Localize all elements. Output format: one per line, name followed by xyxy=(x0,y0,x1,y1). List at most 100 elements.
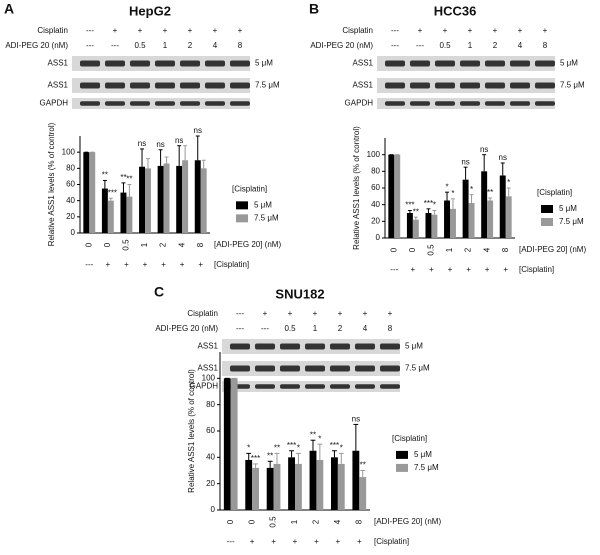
significance: ** xyxy=(487,188,493,197)
significance: * xyxy=(247,443,250,452)
band xyxy=(535,82,555,89)
band xyxy=(305,343,325,350)
x-tick-label: 4 xyxy=(482,247,491,252)
band xyxy=(305,365,325,372)
lane-cisplatin: --- xyxy=(86,26,94,35)
band xyxy=(330,365,350,372)
lane-cisplatin: + xyxy=(543,26,548,35)
significance: ** xyxy=(267,451,273,460)
bar xyxy=(200,168,207,233)
bar xyxy=(139,166,145,233)
row-label: Cisplatin xyxy=(187,309,218,318)
row-label: Cisplatin xyxy=(37,26,68,35)
band xyxy=(485,101,505,106)
lane-adi: 0.5 xyxy=(284,324,296,333)
chart-title: HCC36 xyxy=(434,3,477,18)
band xyxy=(105,60,125,67)
x-tick-label: 1 xyxy=(445,247,454,252)
legend-swatch xyxy=(396,463,408,472)
x-tick-label: 0.5 xyxy=(427,244,436,256)
lane-adi: --- xyxy=(86,41,94,50)
y-tick-label: 100 xyxy=(202,373,216,382)
y-axis-label: Relative ASS1 levels (% of control) xyxy=(47,122,56,246)
cisplatin-label: + xyxy=(143,260,148,269)
significance: ** xyxy=(360,461,366,470)
lane-cisplatin: + xyxy=(163,26,168,35)
y-tick-label: 40 xyxy=(206,452,215,461)
x-tick-label: 2 xyxy=(312,519,321,524)
band xyxy=(410,82,430,89)
lane-cisplatin: + xyxy=(468,26,473,35)
bar xyxy=(406,213,413,238)
x-tick-label: 4 xyxy=(333,519,342,524)
significance: *** xyxy=(287,441,296,450)
y-tick-label: 0 xyxy=(211,505,216,514)
band xyxy=(385,101,405,106)
cisplatin-label: --- xyxy=(85,260,93,269)
cisplatin-label: --- xyxy=(390,265,398,274)
lane-cisplatin: + xyxy=(493,26,498,35)
row-label: Cisplatin xyxy=(342,26,373,35)
significance: ns xyxy=(138,139,146,148)
lane-adi: 2 xyxy=(493,41,498,50)
bar xyxy=(223,378,231,510)
legend-swatch xyxy=(396,450,408,459)
band xyxy=(130,60,150,67)
significance: ** xyxy=(126,175,132,184)
band xyxy=(485,82,505,89)
legend-swatch xyxy=(541,205,553,213)
lane-cisplatin: + xyxy=(388,309,393,318)
cisplatin-label: + xyxy=(429,265,434,274)
y-tick-label: 60 xyxy=(206,426,215,435)
lane-adi: --- xyxy=(416,41,424,50)
bar xyxy=(107,200,114,233)
legend-label: 5 μM xyxy=(254,200,272,209)
chart-title: SNU182 xyxy=(275,286,324,301)
x-tick-label: 2 xyxy=(159,242,168,247)
legend-label: 5 μM xyxy=(414,450,432,459)
bar xyxy=(331,457,338,510)
lane-adi: 4 xyxy=(518,41,523,50)
band-label: ASS1 xyxy=(198,364,219,373)
legend-swatch xyxy=(236,214,248,223)
band xyxy=(205,82,225,89)
significance: ** xyxy=(120,173,126,182)
significance: *** xyxy=(251,454,260,463)
band xyxy=(280,384,300,389)
band xyxy=(380,365,400,372)
x-tick-label: 0 xyxy=(84,242,93,247)
bar xyxy=(309,450,317,510)
band xyxy=(385,60,405,67)
y-tick-label: 80 xyxy=(66,163,75,172)
band-note: 7.5 μM xyxy=(405,364,430,373)
lane-cisplatin: + xyxy=(363,309,368,318)
lane-adi: 8 xyxy=(238,41,243,50)
cisplatin-label: + xyxy=(357,537,362,546)
cisplatin-label: + xyxy=(411,265,416,274)
cisplatin-label: + xyxy=(503,265,508,274)
band-label: ASS1 xyxy=(48,59,69,68)
band xyxy=(435,82,455,89)
band xyxy=(180,60,200,67)
lane-adi: 4 xyxy=(363,324,368,333)
x-tick-label: 4 xyxy=(177,242,186,247)
significance: * xyxy=(451,189,454,198)
x-tick-label: 0 xyxy=(103,242,112,247)
cisplatin-label: + xyxy=(485,265,490,274)
band xyxy=(355,384,375,389)
band xyxy=(485,60,505,67)
lane-adi: 1 xyxy=(468,41,473,50)
panel-letter: A xyxy=(4,1,14,17)
y-tick-label: 20 xyxy=(371,216,380,225)
band xyxy=(180,82,200,89)
bar xyxy=(450,208,456,238)
significance: ** xyxy=(413,207,419,216)
cisplatin-label: + xyxy=(198,260,203,269)
bar xyxy=(266,467,274,510)
legend-label: 7.5 μM xyxy=(559,217,584,226)
x-tick-label: 8 xyxy=(354,519,363,524)
x-axis-label-2: [Cisplatin] xyxy=(374,537,409,546)
band xyxy=(80,101,100,106)
band xyxy=(230,365,250,372)
